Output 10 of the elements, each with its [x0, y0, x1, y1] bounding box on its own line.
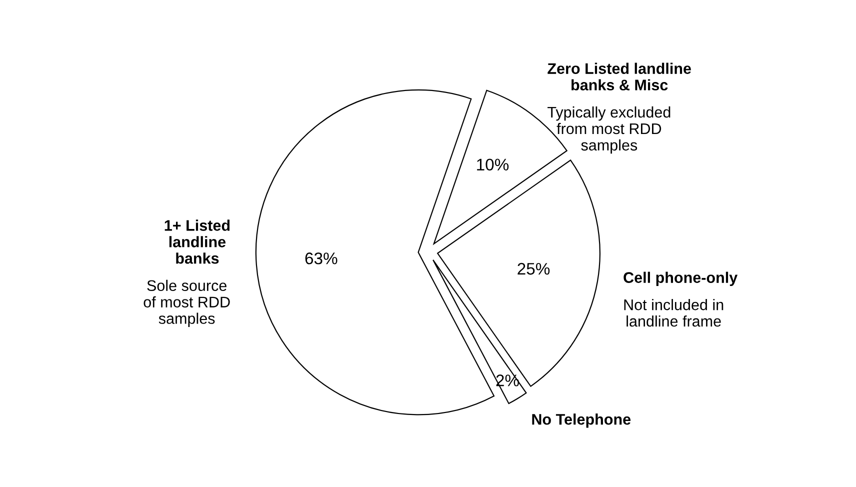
slice-label: Zero Listed landline banks & Misc: [548, 62, 691, 90]
text: Sole source of most RDD samples: [144, 280, 230, 327]
slice-label: No Telephone: [532, 414, 631, 428]
slice-label: 1+ Listed landline banks: [164, 220, 230, 264]
data-label: 10%: [477, 158, 509, 171]
text: Typically excluded from most RDD samples: [548, 106, 670, 154]
slice-label: Cell phone-only: [624, 272, 738, 286]
data-label: 63%: [305, 252, 338, 264]
data-label: 25%: [518, 262, 550, 275]
text: Not included in landline frame: [624, 298, 724, 327]
